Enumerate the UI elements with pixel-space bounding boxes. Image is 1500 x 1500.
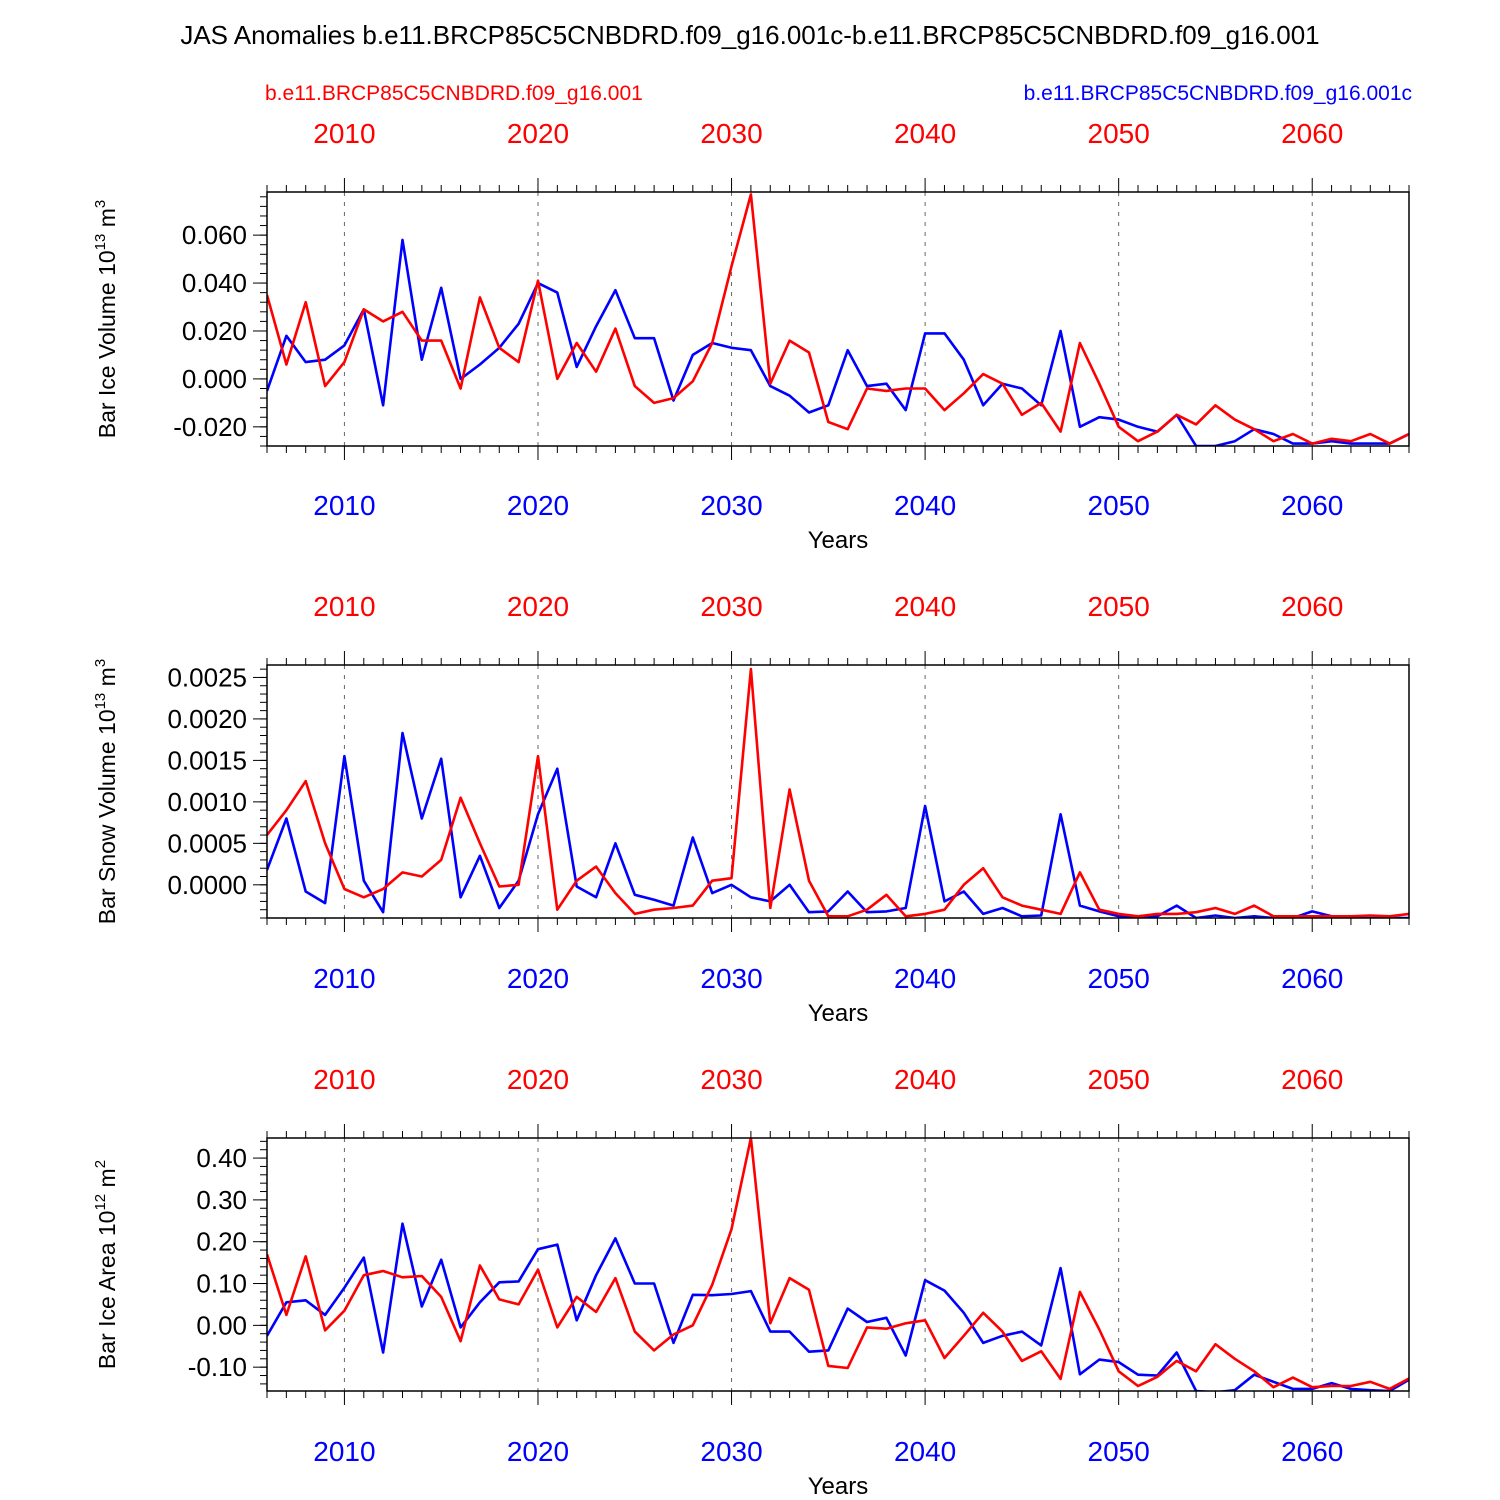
x-tick-label-top: 2030 — [700, 118, 762, 149]
series-line-blue — [267, 1222, 1409, 1391]
series-line-red — [267, 193, 1409, 445]
series-line-blue — [267, 731, 1409, 918]
y-tick-label: 0.10 — [196, 1269, 247, 1299]
y-tick-label: 0.20 — [196, 1227, 247, 1257]
series-line-red — [267, 667, 1409, 918]
x-tick-label-top: 2030 — [700, 1064, 762, 1095]
legend-blue-series-label: b.e11.BRCP85C5CNBDRD.f09_g16.001c — [1023, 82, 1412, 105]
x-tick-label-top: 2010 — [313, 591, 375, 622]
y-tick-label: 0.0015 — [167, 745, 247, 775]
x-tick-label-bottom: 2010 — [313, 490, 375, 521]
x-tick-label-top: 2010 — [313, 118, 375, 149]
plot-frame — [266, 1137, 1410, 1392]
y-tick-label: 0.020 — [182, 316, 247, 346]
chart-panel-3: -0.10 0.00 0.10 0.20 0.30 0.40 2010 2010 2020 202… — [92, 1064, 1410, 1500]
y-tick-label: 0.0010 — [167, 787, 247, 817]
y-tick-label: 0.00 — [196, 1310, 247, 1340]
x-tick-label-top: 2060 — [1281, 118, 1343, 149]
x-tick-label-top: 2020 — [507, 591, 569, 622]
x-tick-label-bottom: 2020 — [507, 1436, 569, 1467]
x-axis-label: Years — [808, 527, 869, 554]
plot-frame — [266, 191, 1410, 447]
series-line-red — [267, 1138, 1409, 1391]
x-tick-label-bottom: 2030 — [700, 490, 762, 521]
y-tick-label: 0.0025 — [167, 662, 247, 692]
x-tick-label-bottom: 2060 — [1281, 963, 1343, 994]
legend-red-series-label: b.e11.BRCP85C5CNBDRD.f09_g16.001 — [265, 82, 643, 105]
x-tick-label-bottom: 2010 — [313, 963, 375, 994]
y-tick-label: 0.30 — [196, 1185, 247, 1215]
series-line-blue — [267, 238, 1409, 446]
x-tick-label-top: 2050 — [1088, 118, 1150, 149]
x-tick-label-bottom: 2060 — [1281, 490, 1343, 521]
x-tick-label-bottom: 2030 — [700, 963, 762, 994]
y-tick-label: 0.40 — [196, 1143, 247, 1173]
x-tick-label-bottom: 2050 — [1088, 1436, 1150, 1467]
x-tick-label-top: 2020 — [507, 118, 569, 149]
y-axis-label: Bar Ice Volume 1013 m3 — [92, 200, 120, 439]
x-tick-label-top: 2040 — [894, 591, 956, 622]
y-tick-label: 0.060 — [182, 220, 247, 250]
y-tick-label: 0.000 — [182, 364, 247, 394]
y-axis-label: Bar Ice Area 1012 m2 — [92, 1160, 120, 1369]
y-tick-label: 0.0020 — [167, 704, 247, 734]
plot-frame — [266, 664, 1410, 919]
x-tick-label-top: 2010 — [313, 1064, 375, 1095]
x-tick-label-top: 2050 — [1088, 1064, 1150, 1095]
chart-panel-1: -0.020 0.000 0.020 0.040 0.060 2010 2010 2020 20… — [92, 118, 1410, 554]
y-tick-label: -0.020 — [173, 412, 247, 442]
x-tick-label-top: 2050 — [1088, 591, 1150, 622]
x-tick-label-bottom: 2060 — [1281, 1436, 1343, 1467]
x-tick-label-top: 2060 — [1281, 591, 1343, 622]
y-axis-label: Bar Snow Volume 1013 m3 — [92, 659, 120, 924]
x-tick-label-top: 2020 — [507, 1064, 569, 1095]
x-tick-label-top: 2040 — [894, 118, 956, 149]
chart-panel-2: 0.0000 0.0005 0.0010 0.0015 0.0020 0.0025 2010… — [92, 591, 1410, 1027]
x-tick-label-top: 2060 — [1281, 1064, 1343, 1095]
y-tick-label: 0.0000 — [167, 870, 247, 900]
y-tick-label: -0.10 — [188, 1352, 247, 1382]
x-axis-label: Years — [808, 1000, 869, 1027]
x-tick-label-top: 2030 — [700, 591, 762, 622]
x-tick-label-bottom: 2040 — [894, 963, 956, 994]
x-tick-label-bottom: 2040 — [894, 1436, 956, 1467]
x-tick-label-bottom: 2050 — [1088, 490, 1150, 521]
x-tick-label-bottom: 2040 — [894, 490, 956, 521]
x-axis-label: Years — [808, 1473, 869, 1500]
x-tick-label-bottom: 2050 — [1088, 963, 1150, 994]
y-tick-label: 0.040 — [182, 268, 247, 298]
y-tick-label: 0.0005 — [167, 828, 247, 858]
x-tick-label-bottom: 2020 — [507, 963, 569, 994]
x-tick-label-bottom: 2010 — [313, 1436, 375, 1467]
x-tick-label-top: 2040 — [894, 1064, 956, 1095]
x-tick-label-bottom: 2020 — [507, 490, 569, 521]
x-tick-label-bottom: 2030 — [700, 1436, 762, 1467]
figure-title: JAS Anomalies b.e11.BRCP85C5CNBDRD.f09_g… — [180, 20, 1320, 50]
